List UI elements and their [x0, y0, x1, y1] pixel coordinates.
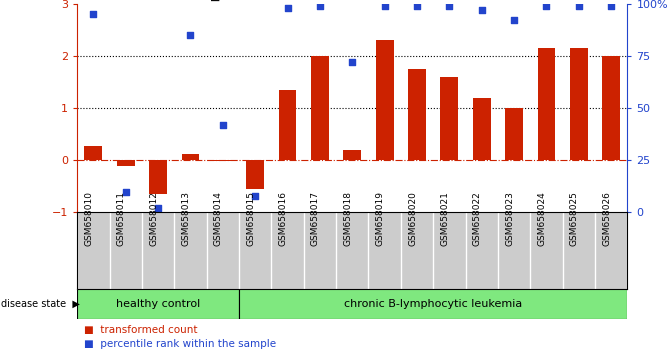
Point	[185, 32, 196, 38]
Bar	[214, 160, 231, 161]
Bar	[570, 48, 588, 160]
Point	[541, 3, 552, 8]
Text: GSM658010: GSM658010	[85, 191, 93, 246]
Bar	[182, 154, 199, 160]
Text: ■  transformed count: ■ transformed count	[84, 325, 197, 335]
Point	[282, 5, 293, 11]
Point	[476, 7, 487, 13]
Bar	[239, 289, 627, 319]
Text: GSM658015: GSM658015	[246, 191, 255, 246]
Bar	[408, 69, 426, 160]
Bar	[537, 48, 556, 160]
Text: GSM658024: GSM658024	[537, 191, 546, 246]
Text: GSM658014: GSM658014	[214, 191, 223, 246]
Point	[606, 3, 617, 8]
Text: GSM658023: GSM658023	[505, 191, 514, 246]
Bar	[149, 160, 167, 194]
Text: GDS3902 / 206341_at: GDS3902 / 206341_at	[77, 0, 236, 1]
Point	[88, 11, 99, 17]
Bar	[473, 97, 491, 160]
Text: GSM658018: GSM658018	[344, 191, 352, 246]
Bar	[603, 56, 620, 160]
Point	[379, 3, 390, 8]
Text: GSM658020: GSM658020	[408, 191, 417, 246]
Bar	[311, 56, 329, 160]
Bar	[117, 160, 135, 166]
Point	[217, 122, 228, 127]
Bar	[246, 160, 264, 189]
Bar	[85, 145, 102, 160]
Text: GSM658012: GSM658012	[149, 191, 158, 246]
Text: GSM658026: GSM658026	[602, 191, 611, 246]
Point	[153, 205, 164, 211]
Text: GSM658022: GSM658022	[473, 191, 482, 246]
Point	[574, 3, 584, 8]
Text: disease state  ▶: disease state ▶	[1, 298, 80, 309]
Point	[315, 3, 325, 8]
Text: GSM658025: GSM658025	[570, 191, 579, 246]
Point	[509, 17, 519, 23]
Bar	[505, 108, 523, 160]
Text: GSM658017: GSM658017	[311, 191, 320, 246]
Point	[347, 59, 358, 65]
Text: GSM658013: GSM658013	[181, 191, 191, 246]
Point	[411, 3, 422, 8]
Text: GSM658016: GSM658016	[278, 191, 288, 246]
Text: GSM658019: GSM658019	[376, 191, 384, 246]
Bar	[278, 90, 297, 160]
Bar	[440, 77, 458, 160]
Text: ■  percentile rank within the sample: ■ percentile rank within the sample	[84, 339, 276, 349]
Point	[250, 193, 260, 199]
Text: chronic B-lymphocytic leukemia: chronic B-lymphocytic leukemia	[344, 298, 522, 309]
Text: GSM658011: GSM658011	[117, 191, 125, 246]
Point	[444, 3, 455, 8]
Bar	[344, 150, 361, 160]
Point	[120, 189, 131, 194]
Bar	[77, 289, 239, 319]
Text: GSM658021: GSM658021	[440, 191, 450, 246]
Bar	[376, 40, 393, 160]
Text: healthy control: healthy control	[116, 298, 200, 309]
